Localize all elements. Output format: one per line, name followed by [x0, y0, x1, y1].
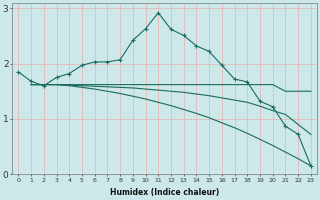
- X-axis label: Humidex (Indice chaleur): Humidex (Indice chaleur): [110, 188, 219, 197]
